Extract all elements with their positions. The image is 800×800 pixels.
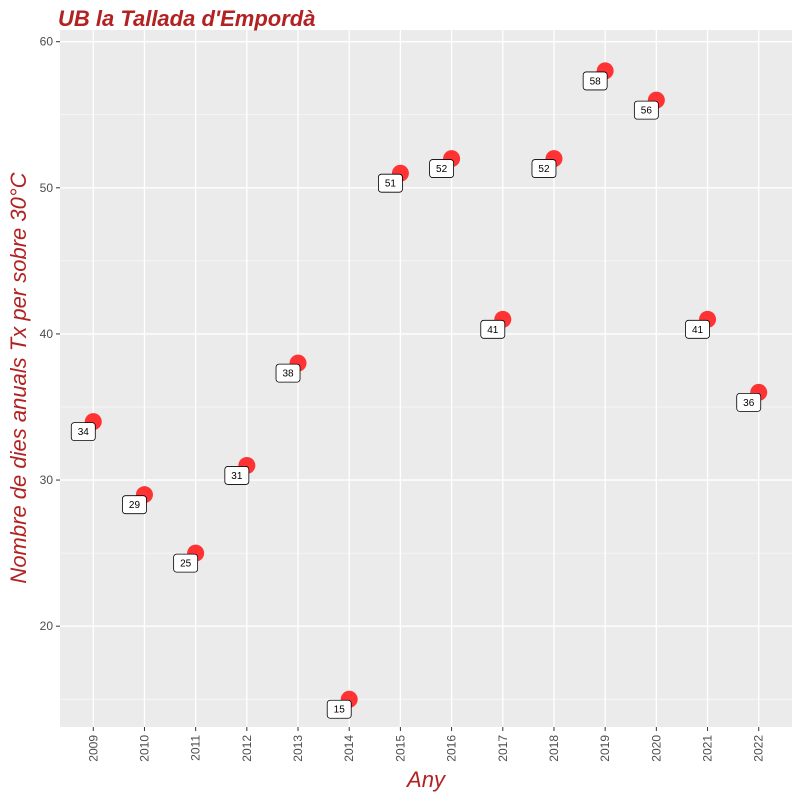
data-labels: 34 29 25 31 38 15 51 52 41 52 58 56 41 36 xyxy=(70,71,762,719)
data-label-box xyxy=(378,173,403,193)
y-tick-label: 50 xyxy=(40,181,54,195)
data-label-box xyxy=(122,495,147,515)
data-label-box xyxy=(480,319,506,339)
data-label: 41 xyxy=(692,325,704,336)
y-axis-title: Nombre de dies anuals Tx per sobre 30°C xyxy=(6,172,31,583)
x-tick-labels: 2009 2010 2011 2012 2013 2014 2015 2016 2017 2018… xyxy=(86,735,765,762)
y-tick-label: 30 xyxy=(40,473,54,487)
x-tick-label: 2009 xyxy=(86,735,100,762)
data-label: 56 xyxy=(641,106,653,117)
x-tick-label: 2011 xyxy=(189,735,203,761)
data-label-box xyxy=(326,699,352,719)
x-tick-label: 2021 xyxy=(701,735,715,762)
data-label: 52 xyxy=(538,164,550,175)
grid-major xyxy=(60,30,792,727)
x-tick-label: 2022 xyxy=(752,735,766,762)
data-label-box xyxy=(633,100,659,120)
x-tick-label: 2010 xyxy=(137,735,151,762)
data-label-box xyxy=(224,466,250,485)
x-tick-label: 2016 xyxy=(445,735,459,762)
axis-ticks xyxy=(56,41,760,731)
grid-minor xyxy=(60,114,792,700)
data-label: 41 xyxy=(487,325,499,336)
data-label: 38 xyxy=(282,369,294,380)
data-label: 34 xyxy=(78,427,90,438)
y-tick-label: 20 xyxy=(40,619,54,633)
x-tick-label: 2013 xyxy=(291,735,305,762)
x-tick-label: 2018 xyxy=(547,735,561,762)
data-label: 52 xyxy=(436,164,448,175)
data-label-box xyxy=(429,159,454,178)
data-label-box xyxy=(531,159,557,178)
plot-panel xyxy=(60,30,792,727)
x-axis-title: Any xyxy=(405,767,447,792)
data-label-box xyxy=(275,363,301,383)
x-tick-label: 2014 xyxy=(342,735,356,762)
y-tick-label: 40 xyxy=(40,327,54,341)
data-label: 31 xyxy=(231,471,243,482)
data-label-box xyxy=(70,422,96,442)
y-tick-labels: 20 30 40 50 60 xyxy=(40,35,54,633)
y-tick-label: 60 xyxy=(40,35,54,49)
x-tick-label: 2017 xyxy=(496,735,510,762)
data-label-box xyxy=(173,553,199,573)
data-label: 15 xyxy=(334,705,346,716)
data-label: 58 xyxy=(590,76,602,87)
data-label: 29 xyxy=(129,500,141,511)
chart-title: UB la Tallada d'Empordà xyxy=(58,6,315,31)
data-label: 25 xyxy=(180,559,192,570)
data-label-box xyxy=(582,71,608,91)
x-tick-label: 2020 xyxy=(649,735,663,762)
x-tick-label: 2015 xyxy=(393,735,407,762)
data-label: 36 xyxy=(743,398,755,409)
data-label: 51 xyxy=(385,179,397,190)
data-label-box xyxy=(685,319,710,339)
x-tick-label: 2012 xyxy=(240,735,254,762)
x-tick-label: 2019 xyxy=(598,735,612,762)
data-label-box xyxy=(736,392,762,412)
